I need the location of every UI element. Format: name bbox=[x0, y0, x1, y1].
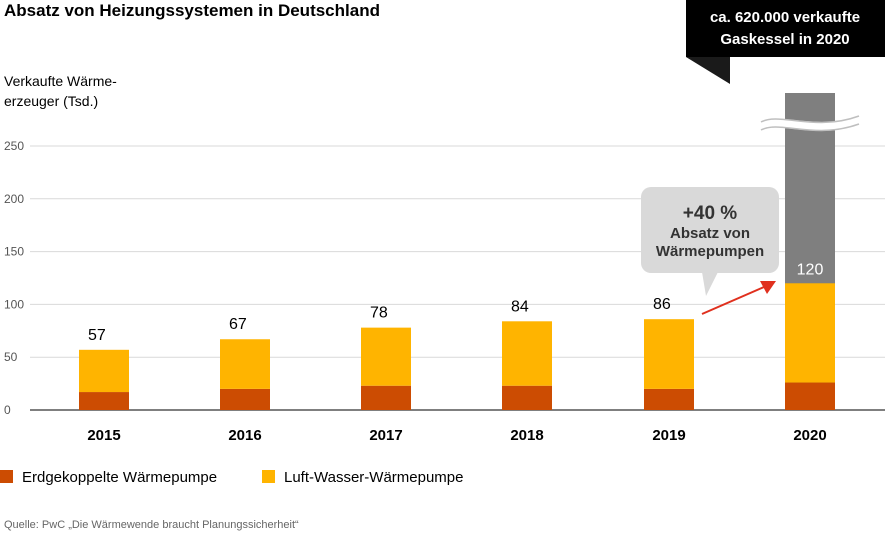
axis-break-line-bottom bbox=[760, 123, 860, 132]
axis-break-line-top bbox=[760, 115, 860, 124]
growth-bubble-line-1: Absatz von bbox=[670, 225, 750, 242]
growth-bubble-box bbox=[641, 187, 779, 273]
y-tick-label: 200 bbox=[4, 192, 24, 206]
total-label-2017: 78 bbox=[370, 305, 388, 322]
gas-callout: ca. 620.000 verkaufte Gaskessel in 2020 bbox=[686, 0, 885, 84]
y-tick-label: 100 bbox=[4, 297, 24, 311]
bar-segment-air-2020 bbox=[785, 283, 835, 383]
growth-arrow-head bbox=[760, 281, 776, 294]
y-axis-label-line-2: erzeuger (Tsd.) bbox=[4, 93, 98, 109]
bar-segment-air-2015 bbox=[79, 349, 129, 393]
x-tick-label: 2017 bbox=[369, 427, 402, 444]
grid: 0 50 100 150 200 250 bbox=[4, 139, 885, 417]
bar-segment-ground-2020 bbox=[785, 382, 835, 410]
legend: Erdgekoppelte Wärmepumpe Luft-Wasser-Wär… bbox=[0, 469, 464, 486]
legend-swatch-ground bbox=[0, 470, 13, 483]
y-axis-label-line-1: Verkaufte Wärme- bbox=[4, 73, 117, 89]
source-note: Quelle: PwC „Die Wärmewende braucht Plan… bbox=[4, 519, 299, 531]
x-tick-label: 2019 bbox=[652, 427, 685, 444]
bar-segment-air-2018 bbox=[502, 321, 552, 386]
y-tick-label: 0 bbox=[4, 403, 11, 417]
bar-segment-ground-2017 bbox=[361, 385, 411, 410]
legend-label-ground: Erdgekoppelte Wärmepumpe bbox=[22, 469, 217, 486]
bar-segment-ground-2016 bbox=[220, 388, 270, 410]
bar-segment-air-2019 bbox=[644, 319, 694, 389]
bar-segment-ground-2018 bbox=[502, 385, 552, 410]
growth-bubble: +40 % Absatz von Wärmepumpen bbox=[641, 187, 779, 296]
total-label-2016: 67 bbox=[229, 316, 247, 333]
gas-callout-line-2: Gaskessel in 2020 bbox=[720, 31, 849, 48]
total-label-2020: 120 bbox=[797, 261, 824, 278]
x-tick-label: 2015 bbox=[87, 427, 120, 444]
bars: 2015 57 2016 67 2017 78 2018 84 2019 86 2020 120 bbox=[79, 93, 863, 444]
x-tick-label: 2018 bbox=[510, 427, 543, 444]
total-label-2019: 86 bbox=[653, 296, 671, 313]
y-tick-label: 250 bbox=[4, 139, 24, 153]
growth-bubble-line-2: Wärmepumpen bbox=[656, 243, 764, 260]
bar-segment-ground-2015 bbox=[79, 392, 129, 410]
chart-title: Absatz von Heizungssystemen in Deutschla… bbox=[4, 1, 380, 20]
total-label-2018: 84 bbox=[511, 298, 529, 315]
gas-callout-line-1: ca. 620.000 verkaufte bbox=[710, 9, 860, 26]
gas-callout-pointer bbox=[686, 57, 730, 84]
axis-break-mark bbox=[757, 115, 863, 131]
legend-label-air: Luft-Wasser-Wärmepumpe bbox=[284, 469, 464, 486]
bar-segment-air-2017 bbox=[361, 327, 411, 386]
x-tick-label: 2016 bbox=[228, 427, 261, 444]
legend-swatch-air bbox=[262, 470, 275, 483]
total-label-2015: 57 bbox=[88, 327, 106, 344]
growth-bubble-tail bbox=[702, 272, 718, 296]
growth-bubble-percent: +40 % bbox=[683, 203, 738, 224]
bar-segment-air-2016 bbox=[220, 339, 270, 389]
growth-arrow-line bbox=[701, 286, 765, 315]
bar-segment-ground-2019 bbox=[644, 388, 694, 410]
y-tick-label: 150 bbox=[4, 245, 24, 259]
x-tick-label: 2020 bbox=[793, 427, 826, 444]
growth-arrow bbox=[701, 281, 776, 315]
gas-callout-box bbox=[686, 0, 885, 57]
y-tick-label: 50 bbox=[4, 350, 18, 364]
